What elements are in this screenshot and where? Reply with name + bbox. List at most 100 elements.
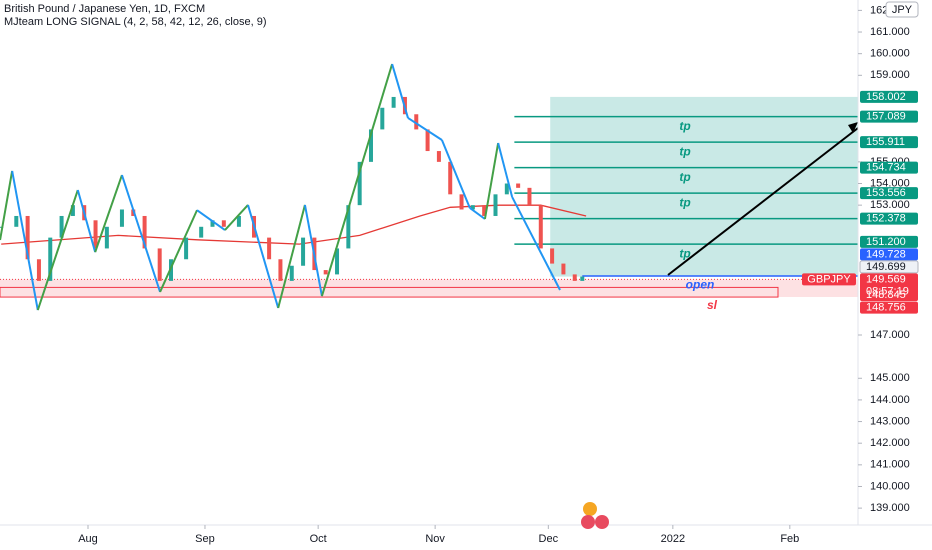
zigzag-leg bbox=[36, 189, 79, 311]
price-badge bbox=[860, 301, 918, 314]
arrow-head bbox=[848, 122, 858, 133]
candle bbox=[199, 226, 204, 238]
zigzag-leg bbox=[407, 117, 443, 141]
plot-area: tp tp tp tp tp open sl bbox=[0, 63, 858, 312]
price-badge bbox=[860, 212, 918, 225]
candle bbox=[210, 220, 215, 227]
sl-label: sl bbox=[707, 298, 718, 312]
tp-label: tp bbox=[679, 195, 690, 209]
zigzag-leg bbox=[469, 207, 486, 220]
y-tick-label: 154.000 bbox=[870, 177, 910, 189]
icon bbox=[583, 502, 597, 516]
price-badge-label: 149.569 bbox=[866, 273, 906, 285]
zigzag-leg bbox=[320, 63, 394, 297]
y-tick-label: 141.000 bbox=[870, 459, 910, 471]
moving-average bbox=[1, 204, 587, 245]
price-badge-label: 153.556 bbox=[866, 187, 906, 199]
flag-icons bbox=[581, 502, 609, 529]
y-tick-label: 142.000 bbox=[870, 437, 910, 449]
zigzag-leg bbox=[511, 196, 561, 291]
currency-button bbox=[885, 1, 919, 18]
open-label: open bbox=[686, 278, 715, 292]
candle bbox=[380, 107, 385, 130]
candle bbox=[59, 215, 64, 238]
y-tick-label: 140.000 bbox=[870, 480, 910, 492]
zigzag-leg bbox=[0, 170, 14, 241]
candle bbox=[301, 237, 306, 266]
y-tick-label: 144.000 bbox=[870, 394, 910, 406]
candle bbox=[14, 215, 19, 227]
price-badge-label: 155.911 bbox=[866, 136, 905, 148]
price-badge bbox=[860, 235, 918, 248]
candle bbox=[527, 187, 532, 206]
candle bbox=[357, 161, 362, 206]
candle bbox=[391, 96, 396, 108]
price-badge-label: 149.699 bbox=[866, 261, 906, 273]
y-tick-label: 159.000 bbox=[870, 69, 910, 81]
zigzag-leg bbox=[497, 142, 514, 198]
candle bbox=[184, 237, 189, 260]
x-tick-label: Feb bbox=[780, 533, 799, 545]
candle bbox=[436, 151, 441, 162]
candle bbox=[561, 263, 566, 275]
sl-box bbox=[0, 286, 779, 298]
candle bbox=[414, 114, 419, 130]
tp-label: tp bbox=[679, 246, 690, 260]
y-tick-label: 143.000 bbox=[870, 415, 910, 427]
price-badge bbox=[860, 161, 918, 174]
zigzag-leg bbox=[247, 204, 280, 309]
icon bbox=[581, 515, 595, 529]
zigzag-leg bbox=[94, 174, 123, 253]
candle bbox=[323, 270, 328, 275]
candle bbox=[70, 205, 75, 216]
x-tick-label: Aug bbox=[78, 533, 98, 545]
candle bbox=[142, 215, 147, 249]
candle bbox=[425, 129, 430, 152]
icon bbox=[595, 515, 609, 529]
price-badge bbox=[860, 289, 918, 302]
zigzag-leg bbox=[224, 204, 249, 231]
price-badge-label: 151.200 bbox=[866, 236, 906, 248]
candle bbox=[516, 183, 521, 188]
candle bbox=[119, 209, 124, 227]
candle bbox=[221, 220, 226, 227]
candle bbox=[504, 183, 509, 195]
trend-line bbox=[667, 127, 859, 276]
candle bbox=[93, 220, 98, 249]
candle bbox=[346, 205, 351, 249]
price-badge-label: 148.756 bbox=[866, 301, 906, 313]
price-badge bbox=[860, 248, 918, 261]
candle bbox=[493, 194, 498, 216]
zigzag-leg bbox=[76, 189, 97, 253]
zigzag-leg bbox=[440, 139, 471, 209]
candle bbox=[538, 205, 543, 249]
candle bbox=[572, 274, 577, 281]
candle bbox=[448, 161, 453, 195]
zigzag-leg bbox=[11, 170, 39, 311]
zigzag-leg bbox=[121, 174, 162, 293]
candle bbox=[459, 194, 464, 210]
zigzag-leg bbox=[277, 204, 306, 309]
zigzag-leg bbox=[391, 63, 409, 119]
tp-label: tp bbox=[679, 170, 690, 184]
candle bbox=[482, 205, 487, 216]
chart-title: British Pound / Japanese Yen, 1D, FXCM bbox=[4, 3, 205, 15]
candle bbox=[36, 259, 41, 281]
price-badge-label: 152.378 bbox=[866, 213, 906, 225]
x-tick-label: Nov bbox=[425, 533, 445, 545]
price-badge bbox=[860, 187, 918, 200]
price-badge bbox=[860, 136, 918, 149]
price-badge-label: 154.734 bbox=[866, 162, 906, 174]
tp-label: tp bbox=[679, 119, 690, 133]
y-tick-label: 139.000 bbox=[870, 502, 910, 514]
symbol-label: GBPJPY bbox=[807, 273, 851, 285]
candle bbox=[267, 237, 272, 260]
zigzag-leg bbox=[159, 209, 198, 293]
price-badge-label: 148.845 bbox=[866, 289, 906, 301]
tp-label: tp bbox=[679, 144, 690, 158]
candle bbox=[335, 248, 340, 275]
currency-label: JPY bbox=[892, 4, 913, 16]
y-tick-label: 160.000 bbox=[870, 48, 910, 60]
y-tick-label: 145.000 bbox=[870, 372, 910, 384]
